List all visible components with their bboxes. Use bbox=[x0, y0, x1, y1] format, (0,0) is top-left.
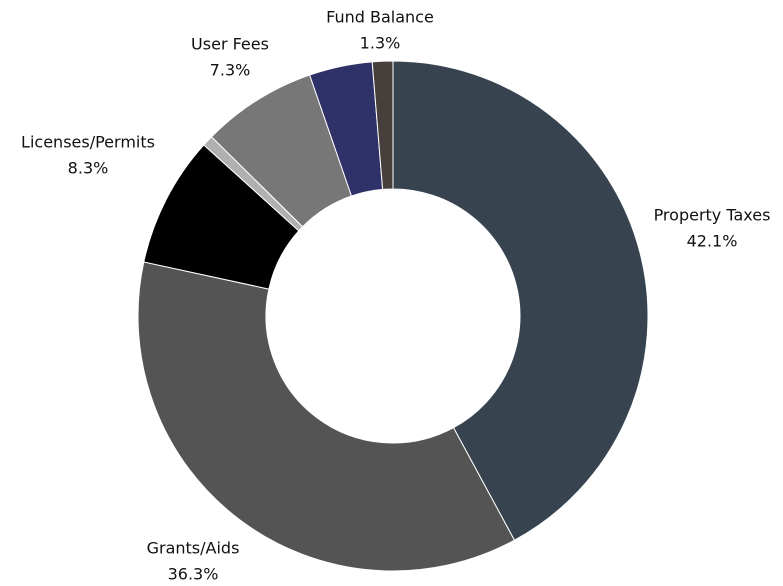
donut-slice bbox=[392, 60, 649, 541]
slice-value-label: 36.3% bbox=[168, 565, 219, 584]
slice-value-label: 42.1% bbox=[687, 232, 738, 251]
slice-label: User Fees bbox=[191, 35, 269, 54]
slice-label: Property Taxes bbox=[654, 206, 771, 225]
slice-label: Fund Balance bbox=[326, 8, 434, 27]
donut-slice bbox=[137, 261, 516, 572]
donut-slice bbox=[371, 60, 394, 190]
slice-label: Grants/Aids bbox=[147, 539, 240, 558]
slice-label: Licenses/Permits bbox=[21, 133, 155, 152]
slice-value-label: 1.3% bbox=[360, 34, 401, 53]
slice-value-label: 8.3% bbox=[68, 159, 109, 178]
slice-value-label: 7.3% bbox=[210, 61, 251, 80]
